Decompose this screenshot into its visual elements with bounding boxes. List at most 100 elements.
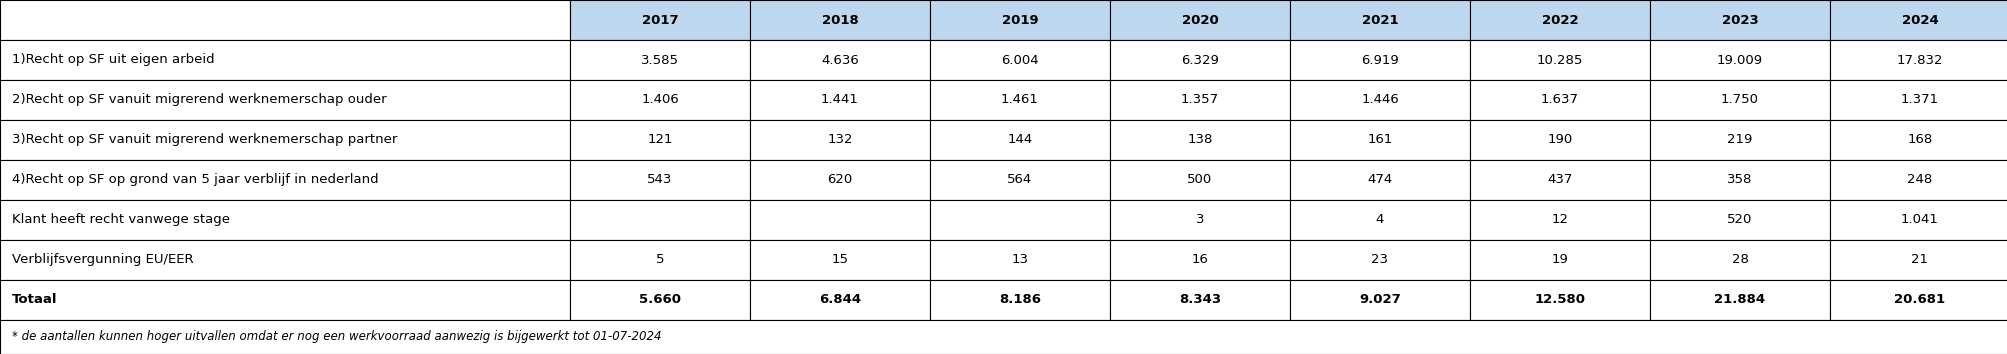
Text: 161: 161 (1367, 133, 1393, 147)
Text: 1.461: 1.461 (1001, 93, 1038, 107)
Text: 520: 520 (1726, 213, 1752, 227)
Bar (929, 280, 1110, 320)
Text: 1)Recht op SF uit eigen arbeid: 1)Recht op SF uit eigen arbeid (12, 53, 215, 67)
Text: 6.844: 6.844 (819, 293, 861, 307)
Text: 6.004: 6.004 (1001, 53, 1038, 67)
Bar (751, 40, 929, 80)
Text: 121: 121 (646, 133, 672, 147)
Bar (1288, 40, 1469, 80)
Bar (751, 80, 929, 120)
Text: 23: 23 (1371, 253, 1387, 267)
Bar (1110, 280, 1288, 320)
Text: 620: 620 (827, 173, 853, 187)
Text: 437: 437 (1547, 173, 1571, 187)
Text: 248: 248 (1907, 173, 1931, 187)
Text: 1.406: 1.406 (640, 93, 678, 107)
Text: 4.636: 4.636 (821, 53, 859, 67)
Text: 17.832: 17.832 (1897, 53, 1943, 67)
Bar (1650, 40, 1828, 80)
Bar (751, 240, 929, 280)
Text: 2024: 2024 (1901, 13, 1937, 27)
Bar (0, 280, 570, 320)
Text: 19.009: 19.009 (1716, 53, 1762, 67)
Text: 2018: 2018 (821, 13, 857, 27)
Bar (1110, 240, 1288, 280)
Text: 2021: 2021 (1361, 13, 1397, 27)
Text: 15: 15 (831, 253, 849, 267)
Text: 10.285: 10.285 (1535, 53, 1582, 67)
Bar (1650, 120, 1828, 160)
Text: 1.750: 1.750 (1720, 93, 1758, 107)
Bar (570, 120, 751, 160)
Text: 8.343: 8.343 (1178, 293, 1220, 307)
Text: 2)Recht op SF vanuit migrerend werknemerschap ouder: 2)Recht op SF vanuit migrerend werknemer… (12, 93, 387, 107)
Bar (1828, 160, 2007, 200)
Text: 1.357: 1.357 (1180, 93, 1218, 107)
Text: 543: 543 (646, 173, 672, 187)
Bar (929, 160, 1110, 200)
Text: 6.919: 6.919 (1361, 53, 1399, 67)
Bar (1110, 80, 1288, 120)
Text: Verblijfsvergunning EU/EER: Verblijfsvergunning EU/EER (12, 253, 193, 267)
Bar (570, 40, 751, 80)
Bar (1110, 200, 1288, 240)
Text: 4: 4 (1375, 213, 1383, 227)
Text: 219: 219 (1726, 133, 1752, 147)
Bar (1110, 160, 1288, 200)
Bar (1288, 200, 1469, 240)
Bar (0, 80, 570, 120)
Bar (1288, 120, 1469, 160)
Bar (1828, 240, 2007, 280)
Bar (0, 200, 570, 240)
Bar (0, 320, 2007, 354)
Text: 138: 138 (1186, 133, 1212, 147)
Bar (0, 120, 570, 160)
Text: 3)Recht op SF vanuit migrerend werknemerschap partner: 3)Recht op SF vanuit migrerend werknemer… (12, 133, 397, 147)
Text: 500: 500 (1186, 173, 1212, 187)
Bar (1288, 160, 1469, 200)
Text: * de aantallen kunnen hoger uitvallen omdat er nog een werkvoorraad aanwezig is : * de aantallen kunnen hoger uitvallen om… (12, 331, 660, 343)
Bar (1650, 280, 1828, 320)
Bar (1828, 80, 2007, 120)
Bar (1828, 40, 2007, 80)
Text: 1.637: 1.637 (1539, 93, 1578, 107)
Text: 168: 168 (1907, 133, 1931, 147)
Text: 2019: 2019 (1001, 13, 1038, 27)
Bar (0, 0, 570, 40)
Bar (1110, 0, 1288, 40)
Text: 5.660: 5.660 (638, 293, 680, 307)
Bar (0, 40, 570, 80)
Text: 8.186: 8.186 (999, 293, 1040, 307)
Text: 3: 3 (1194, 213, 1204, 227)
Text: 2020: 2020 (1180, 13, 1218, 27)
Bar (1650, 200, 1828, 240)
Text: 1.441: 1.441 (821, 93, 859, 107)
Bar (1469, 0, 1650, 40)
Bar (0, 160, 570, 200)
Bar (1828, 0, 2007, 40)
Bar (751, 280, 929, 320)
Text: 12: 12 (1551, 213, 1567, 227)
Text: 474: 474 (1367, 173, 1393, 187)
Bar (1828, 280, 2007, 320)
Bar (1288, 80, 1469, 120)
Text: 1.371: 1.371 (1901, 93, 1939, 107)
Bar (929, 0, 1110, 40)
Bar (1469, 80, 1650, 120)
Text: 1.446: 1.446 (1361, 93, 1399, 107)
Text: 21: 21 (1911, 253, 1927, 267)
Bar (0, 240, 570, 280)
Text: 4)Recht op SF op grond van 5 jaar verblijf in nederland: 4)Recht op SF op grond van 5 jaar verbli… (12, 173, 379, 187)
Bar (570, 160, 751, 200)
Text: 5: 5 (656, 253, 664, 267)
Text: 28: 28 (1730, 253, 1748, 267)
Bar (751, 120, 929, 160)
Bar (1288, 240, 1469, 280)
Bar (1469, 200, 1650, 240)
Text: 1.041: 1.041 (1901, 213, 1939, 227)
Text: 144: 144 (1008, 133, 1032, 147)
Bar (751, 160, 929, 200)
Bar (1469, 40, 1650, 80)
Text: 9.027: 9.027 (1359, 293, 1401, 307)
Bar (1828, 120, 2007, 160)
